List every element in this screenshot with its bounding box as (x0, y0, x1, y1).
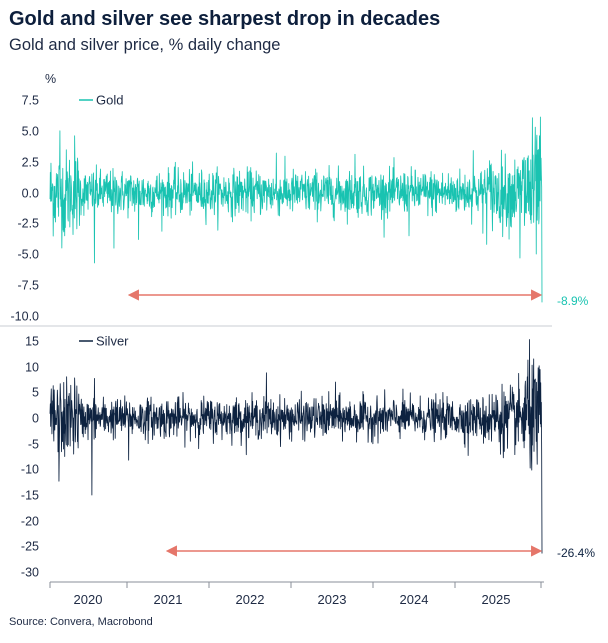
legend-label: Gold (96, 93, 123, 108)
y-tick-label: 0 (32, 412, 39, 426)
chart-title: Gold and silver see sharpest drop in dec… (9, 8, 441, 30)
y-tick-label: 15 (25, 335, 39, 349)
y-tick-label: -7.5 (17, 279, 39, 293)
gold-end-label: -8.9% (557, 294, 589, 308)
x-tick-label: 2022 (236, 592, 265, 607)
x-tick-label: 2024 (400, 592, 429, 607)
silver-end-label: -26.4% (557, 546, 595, 560)
legend-label: Silver (96, 334, 129, 349)
chart-subtitle: Gold and silver price, % daily change (9, 36, 281, 54)
y-tick-label: -15 (21, 489, 39, 503)
y-tick-label: -2.5 (17, 217, 39, 231)
y-tick-label: -10 (21, 463, 39, 477)
y-tick-label: 5 (32, 386, 39, 400)
y-tick-label: -25 (21, 540, 39, 554)
silver-panel: 15 10 5 0 -5 -10 -15 -20 -25 -30 Silver -26.4% (21, 334, 595, 580)
gold-series-line (49, 116, 543, 303)
y-tick-label: 0.0 (22, 187, 39, 201)
y-axis-unit: % (45, 72, 56, 86)
gold-panel: 7.5 5.0 2.5 0.0 -2.5 -5.0 -7.5 -10.0% Gold -8.9% (11, 72, 589, 324)
source-note: Source: Convera, Macrobond (9, 616, 153, 628)
y-tick-label: -10.0 (11, 310, 40, 324)
x-axis: 2020 2021 2022 2023 2024 2025 (0, 325, 552, 607)
x-tick-label: 2020 (74, 592, 103, 607)
y-tick-label: 10 (25, 361, 39, 375)
y-tick-label: -5 (28, 438, 39, 452)
y-tick-label: -30 (21, 566, 39, 580)
x-tick-label: 2025 (482, 592, 511, 607)
silver-series-line (49, 339, 543, 554)
y-tick-label: -20 (21, 515, 39, 529)
y-tick-label: 2.5 (22, 156, 39, 170)
x-tick-label: 2021 (154, 592, 183, 607)
y-tick-label: -5.0 (17, 248, 39, 262)
y-tick-label: 5.0 (22, 125, 39, 139)
x-tick-label: 2023 (318, 592, 347, 607)
y-tick-label: 7.5 (22, 94, 39, 108)
